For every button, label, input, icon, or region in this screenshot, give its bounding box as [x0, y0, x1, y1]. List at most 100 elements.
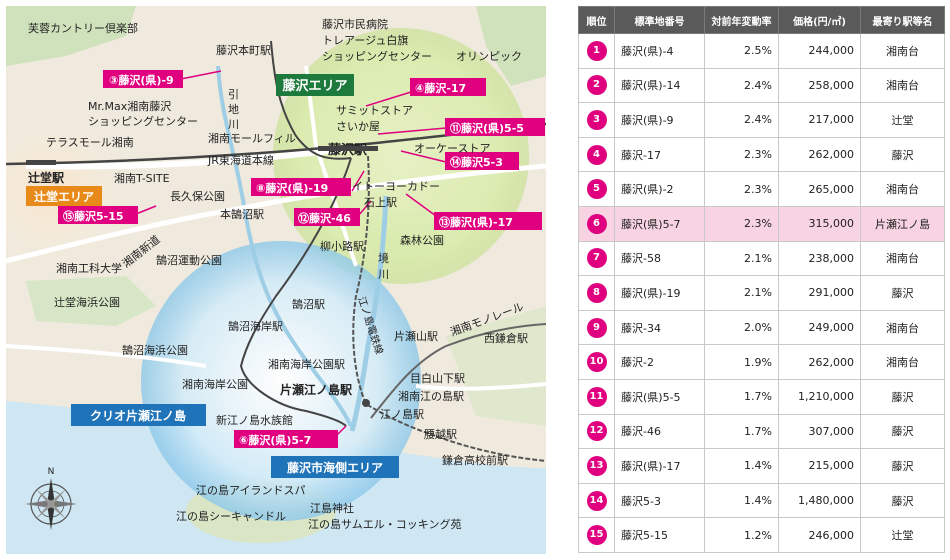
svg-text:⑬藤沢(県)-17: ⑬藤沢(県)-17: [439, 215, 513, 229]
rank-badge: 7: [586, 248, 607, 269]
station-marker: [318, 146, 378, 151]
rank-badge: 3: [586, 109, 607, 130]
price-cell: 217,000: [778, 102, 861, 138]
rank-badge: 5: [586, 179, 607, 200]
table-row: 9 藤沢-34 2.0% 249,000 湘南台: [578, 309, 945, 346]
station-cell: 湘南台: [860, 309, 945, 346]
park-patch: [6, 6, 136, 66]
table-body: 1 藤沢(県)-4 2.5% 244,000 湘南台 2 藤沢(県)-14 2.4% 258,0…: [578, 33, 945, 553]
station-cell: 湘南台: [860, 240, 945, 277]
kaigan-area-label: 藤沢市海側エリア: [271, 456, 399, 478]
park-patch: [26, 276, 156, 326]
rank-cell: 9: [578, 309, 615, 346]
rank-cell: 2: [578, 67, 615, 104]
land-price-ranking-table: 順位 標準地番号 対前年変動率 価格(円/㎡) 最寄り駅等名 1 藤沢(県)-4 2…: [578, 6, 945, 554]
rank-cell: 11: [578, 378, 615, 415]
change-rate-cell: 2.3%: [704, 136, 779, 173]
place-label: 鵠沼駅: [292, 297, 325, 311]
ranking-table: 順位 標準地番号 対前年変動率 価格(円/㎡) 最寄り駅等名 1 藤沢(県)-4 2…: [578, 6, 945, 553]
place-label: 江の島アイランドスパ: [196, 483, 305, 497]
change-rate-cell: 2.1%: [704, 240, 779, 277]
place-label: 芙蓉カントリー倶楽部: [28, 21, 138, 35]
rank-badge: 1: [586, 40, 607, 61]
rank-badge: 14: [586, 490, 607, 511]
place-label: さいか屋: [336, 120, 380, 133]
price-cell: 315,000: [778, 205, 861, 242]
svg-text:クリオ片瀬江ノ島: クリオ片瀬江ノ島: [90, 408, 186, 423]
place-label: 江の島シーキャンドル: [176, 509, 286, 523]
place-label: Mr.Max湘南藤沢: [88, 99, 171, 113]
place-label: テラスモール湘南: [46, 135, 134, 149]
park-patch: [476, 6, 546, 86]
id-cell: 藤沢(県)5-7: [614, 205, 705, 242]
place-label: 片瀬江ノ島駅: [280, 382, 353, 397]
road: [304, 65, 358, 267]
table-row: 2 藤沢(県)-14 2.4% 258,000 湘南台: [578, 67, 945, 104]
rank-cell: 6: [578, 205, 615, 242]
id-cell: 藤沢(県)-9: [614, 102, 705, 138]
change-rate-cell: 2.0%: [704, 309, 779, 346]
place-label: 境: [378, 251, 389, 265]
rank-badge: 8: [586, 282, 607, 303]
rank-badge: 13: [586, 455, 607, 476]
station-cell: 藤沢: [860, 275, 945, 311]
shonan-monorail: [370, 323, 546, 419]
id-cell: 藤沢-2: [614, 344, 705, 380]
station-cell: 湘南台: [860, 344, 945, 380]
place-label: 江の島サムエル・コッキング苑: [308, 517, 461, 531]
change-rate-cell: 1.2%: [704, 517, 779, 553]
svg-text:⑭藤沢5-3: ⑭藤沢5-3: [450, 155, 503, 169]
rank-cell: 1: [578, 33, 615, 69]
svg-text:⑧藤沢(県)-19: ⑧藤沢(県)-19: [256, 181, 328, 195]
change-rate-cell: 2.5%: [704, 33, 779, 69]
table-row: 11 藤沢(県)5-5 1.7% 1,210,000 藤沢: [578, 378, 945, 415]
station-cell: 藤沢: [860, 136, 945, 173]
price-cell: 262,000: [778, 136, 861, 173]
place-label: 鵠沼運動公園: [156, 253, 222, 267]
table-header-row: 順位 標準地番号 対前年変動率 価格(円/㎡) 最寄り駅等名: [578, 6, 945, 34]
price-cell: 265,000: [778, 171, 861, 207]
rank-badge: 2: [586, 75, 607, 96]
point-6: ⑥藤沢(県)5-7: [234, 425, 347, 448]
price-cell: 1,480,000: [778, 482, 861, 519]
road: [6, 163, 546, 264]
svg-text:⑪藤沢(県)5-5: ⑪藤沢(県)5-5: [450, 121, 524, 135]
table-row: 1 藤沢(県)-4 2.5% 244,000 湘南台: [578, 33, 945, 69]
change-rate-cell: 1.7%: [704, 413, 779, 450]
station-cell: 藤沢: [860, 413, 945, 450]
id-cell: 藤沢-17: [614, 136, 705, 173]
station-cell: 藤沢: [860, 482, 945, 519]
svg-text:藤沢市海側エリア: 藤沢市海側エリア: [286, 460, 383, 475]
id-cell: 藤沢(県)-4: [614, 33, 705, 69]
change-rate-cell: 2.1%: [704, 275, 779, 311]
place-label: 目白山下駅: [410, 371, 465, 385]
price-cell: 246,000: [778, 517, 861, 553]
place-label: サミットストア: [336, 104, 413, 117]
place-label: オリンピック: [456, 50, 522, 63]
id-cell: 藤沢-34: [614, 309, 705, 346]
change-rate-cell: 1.7%: [704, 378, 779, 415]
kaigan-area-circle: [141, 241, 421, 521]
point-15: ⑮藤沢5-15: [58, 205, 157, 224]
table-row: 6 藤沢(県)5-7 2.3% 315,000 片瀬江ノ島: [578, 205, 945, 242]
svg-text:③藤沢(県)-9: ③藤沢(県)-9: [109, 73, 174, 87]
header-rank: 順位: [578, 6, 615, 34]
point-13: ⑬藤沢(県)-17: [405, 193, 542, 230]
place-label: 本鵠沼駅: [220, 207, 264, 221]
price-cell: 291,000: [778, 275, 861, 311]
place-label: 柳小路駅: [320, 239, 364, 253]
station-cell: 藤沢: [860, 378, 945, 415]
table-row: 15 藤沢5-15 1.2% 246,000 辻堂: [578, 517, 945, 553]
point-11: ⑪藤沢(県)5-5: [377, 118, 545, 136]
station-cell: 片瀬江ノ島: [860, 205, 945, 242]
rank-badge: 10: [586, 352, 607, 373]
header-change-rate: 対前年変動率: [704, 6, 779, 34]
svg-text:辻堂エリア: 辻堂エリア: [34, 189, 94, 204]
sakai-river: [349, 195, 389, 432]
svg-text:⑫藤沢-46: ⑫藤沢-46: [298, 211, 351, 225]
price-cell: 307,000: [778, 413, 861, 450]
compass-rose: N: [25, 467, 77, 530]
place-label: 湘南モールフィル: [208, 131, 296, 145]
change-rate-cell: 2.4%: [704, 67, 779, 104]
rank-cell: 12: [578, 413, 615, 450]
